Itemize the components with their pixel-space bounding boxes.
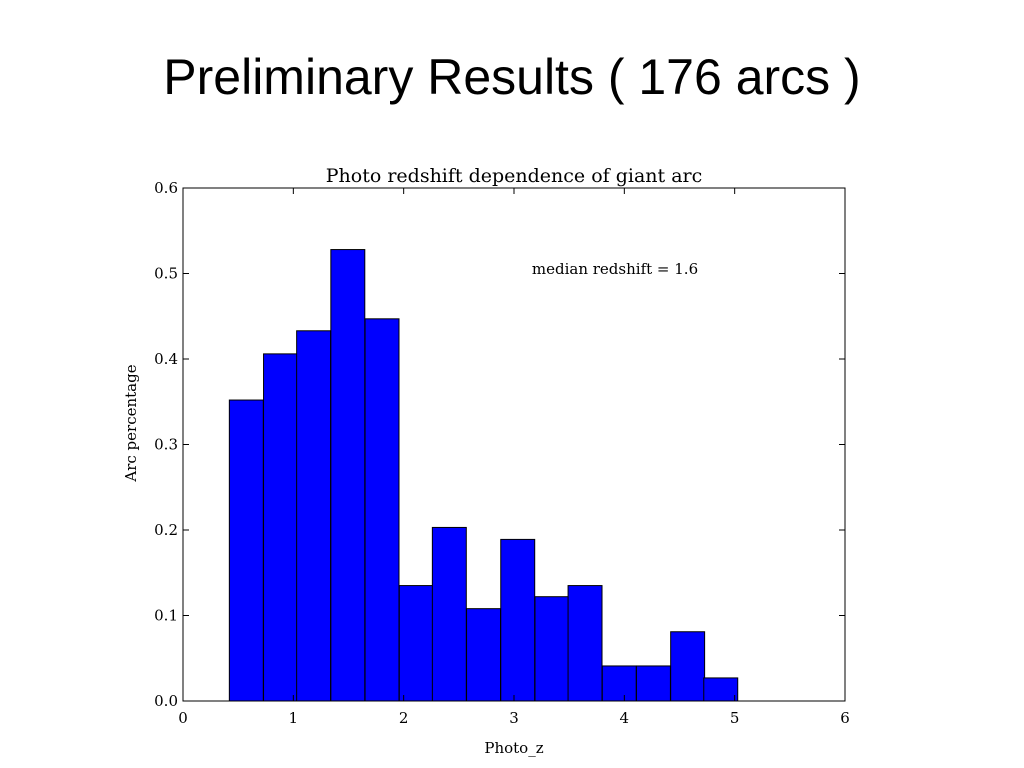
- y-tick-label: 0.0: [154, 692, 178, 710]
- histogram-bar-15: [703, 677, 739, 702]
- y-tick-label: 0.6: [154, 179, 178, 197]
- histogram-bar-3: [296, 330, 332, 702]
- histogram-bar-10: [534, 596, 570, 702]
- median-annotation: median redshift = 1.6: [532, 260, 698, 278]
- histogram-bar-1: [228, 399, 264, 702]
- x-tick-label: 6: [840, 709, 850, 727]
- histogram-bar-7: [431, 526, 467, 702]
- x-tick-label: 4: [620, 709, 630, 727]
- x-tick-label: 2: [399, 709, 409, 727]
- histogram-bar-8: [466, 608, 502, 702]
- x-axis-label: Photo_z: [484, 739, 543, 757]
- histogram-bar-5: [364, 318, 400, 702]
- histogram-bar-6: [398, 585, 434, 702]
- y-tick-label: 0.2: [154, 521, 178, 539]
- chart-title: Photo redshift dependence of giant arc: [326, 165, 703, 187]
- y-tick-label: 0.1: [154, 607, 178, 625]
- ticks-group: 0 1 2 3 4 5 6 0.0 0.1 0.2 0.3 0.4 0.5 0.6: [154, 179, 850, 727]
- histogram-bar-11: [567, 585, 603, 702]
- histogram-bar-12: [601, 665, 637, 702]
- x-tick-label: 1: [289, 709, 299, 727]
- y-tick-label: 0.4: [154, 350, 178, 368]
- histogram-bar-9: [500, 538, 536, 702]
- slide-title: Preliminary Results ( 176 arcs ): [163, 49, 861, 105]
- bars-group: [228, 249, 739, 702]
- histogram-bar-14: [670, 631, 706, 702]
- plot-frame: [182, 187, 846, 702]
- y-axis-label: Arc percentage: [122, 364, 140, 482]
- x-tick-label: 3: [509, 709, 519, 727]
- y-tick-label: 0.3: [154, 436, 178, 454]
- histogram-bar-13: [635, 665, 671, 702]
- histogram-bar-4: [330, 249, 366, 702]
- x-tick-label: 0: [178, 709, 188, 727]
- y-tick-label: 0.5: [154, 265, 178, 283]
- x-tick-label: 5: [730, 709, 740, 727]
- histogram-bar-2: [263, 353, 298, 702]
